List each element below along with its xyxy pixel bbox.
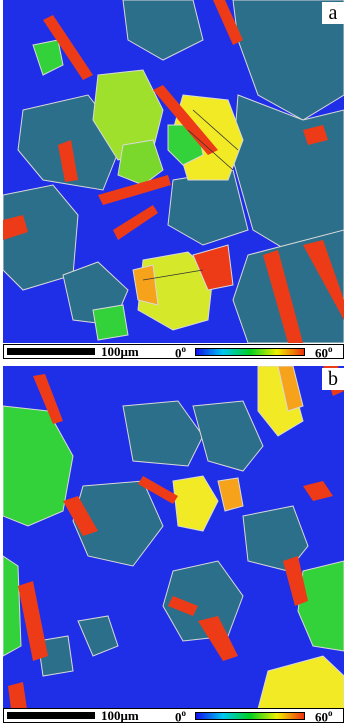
color-max-label: 60o	[315, 708, 333, 725]
grain-teal	[122, 400, 204, 467]
grain-green	[32, 39, 64, 76]
legend-bar: 100μm 0o 60o	[3, 344, 344, 361]
twin-lamella	[58, 140, 78, 182]
grain-green	[117, 139, 164, 186]
orientation-map-a	[3, 0, 344, 343]
color-gradient	[195, 348, 305, 356]
twin-lamella	[303, 125, 328, 145]
color-min-label: 0o	[175, 708, 186, 725]
grain-red	[192, 244, 234, 291]
grain-teal	[122, 0, 204, 61]
grain-teal	[192, 400, 264, 472]
twin-lamella	[198, 616, 238, 661]
legend-bar: 100μm 0o 60o	[3, 708, 344, 725]
twin-lamella	[303, 481, 333, 501]
grain-boundary	[142, 269, 204, 281]
twin-lamella	[153, 85, 218, 155]
grain-orange	[132, 264, 159, 306]
grain-yellow	[257, 655, 344, 709]
twin-lamella	[33, 374, 63, 424]
grain-boundary	[192, 109, 239, 151]
scale-bar	[7, 348, 95, 355]
orientation-map-b	[3, 366, 344, 709]
twin-lamella	[138, 476, 178, 504]
twin-lamella	[98, 175, 171, 205]
ebsd-map-panel-a: a 100μm 0o 60o	[3, 0, 344, 360]
grain-teal	[77, 615, 119, 657]
twin-lamella	[283, 556, 308, 606]
color-min-label: 0o	[175, 344, 186, 361]
twin-lamella	[43, 15, 93, 80]
color-max-label: 60o	[315, 344, 333, 361]
grain-boundary	[187, 129, 234, 171]
grain-teal	[37, 635, 74, 677]
grain-orange	[217, 477, 244, 512]
panel-label: b	[322, 368, 344, 390]
twin-lamella	[63, 496, 98, 536]
scale-label: 100μm	[101, 344, 139, 359]
twin-lamella	[168, 596, 198, 616]
grain-green	[92, 304, 129, 341]
twin-lamella	[18, 581, 48, 661]
ebsd-map-panel-b: b 100μm 0o 60o	[3, 366, 344, 724]
grain-orange	[277, 366, 304, 412]
twin-lamella	[113, 205, 158, 240]
twin-lamella	[213, 0, 243, 45]
twin-lamella	[8, 682, 27, 709]
panel-label: a	[322, 2, 344, 24]
twin-lamella	[3, 215, 28, 240]
scale-label: 100μm	[101, 708, 139, 723]
twin-lamella	[303, 240, 344, 320]
twin-lamella	[263, 250, 303, 343]
scale-bar	[7, 712, 95, 719]
grain-yellow	[172, 475, 219, 532]
grain-green	[3, 555, 22, 657]
color-gradient	[195, 712, 305, 720]
